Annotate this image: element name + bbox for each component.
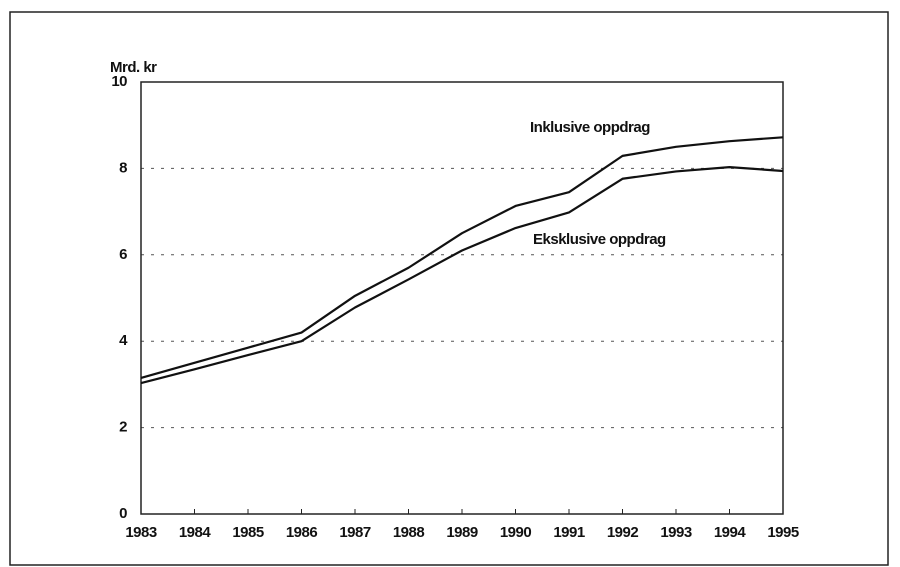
plot-frame <box>140 81 784 515</box>
x-tick-label: 1993 <box>660 524 692 541</box>
x-tick-label: 1990 <box>500 524 532 541</box>
y-tick-label: 6 <box>119 246 127 263</box>
x-tick-label: 1986 <box>286 524 318 541</box>
y-tick-label: 2 <box>119 419 127 436</box>
outer-frame <box>9 11 889 566</box>
y-tick-label: 10 <box>111 73 127 90</box>
x-tick-label: 1984 <box>179 524 212 541</box>
series-line <box>140 136 784 379</box>
y-tick-label: 4 <box>119 332 128 349</box>
x-tick-label: 1987 <box>339 524 371 541</box>
x-tick-label: 1985 <box>232 524 264 541</box>
x-tick-label: 1992 <box>607 524 639 541</box>
y-tick-label: 8 <box>119 159 127 176</box>
x-tick-label: 1989 <box>446 524 478 541</box>
x-tick-label: 1994 <box>714 524 747 541</box>
series-label: Inklusive oppdrag <box>530 119 650 136</box>
x-tick-label: 1983 <box>125 524 157 541</box>
series-label: Eksklusive oppdrag <box>533 231 666 248</box>
x-tick-label: 1988 <box>393 524 425 541</box>
y-tick-label: 0 <box>119 505 127 522</box>
x-tick-label: 1995 <box>767 524 799 541</box>
series-line <box>140 166 784 385</box>
y-axis-label: Mrd. kr <box>110 59 157 76</box>
x-tick-label: 1991 <box>553 524 585 541</box>
